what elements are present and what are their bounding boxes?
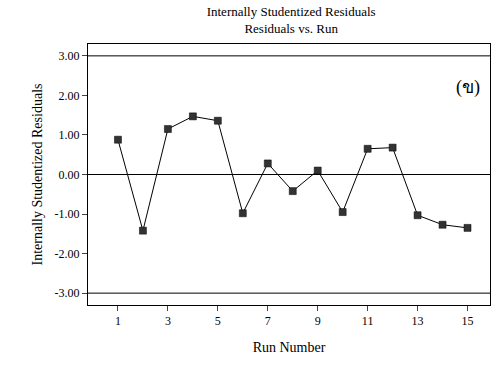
svg-text:2.00: 2.00 xyxy=(59,89,80,103)
svg-text:15: 15 xyxy=(462,314,474,328)
svg-text:1.00: 1.00 xyxy=(59,128,80,142)
svg-text:Internally Studentized Residua: Internally Studentized Residuals xyxy=(30,84,45,266)
svg-text:7: 7 xyxy=(265,314,271,328)
svg-text:-1.00: -1.00 xyxy=(55,207,80,221)
svg-text:11: 11 xyxy=(362,314,374,328)
svg-text:13: 13 xyxy=(412,314,424,328)
svg-text:1: 1 xyxy=(115,314,121,328)
svg-text:Internally Studentized Residua: Internally Studentized ResidualsResidual… xyxy=(207,4,376,36)
svg-text:5: 5 xyxy=(215,314,221,328)
svg-text:-3.00: -3.00 xyxy=(55,286,80,300)
svg-text:3: 3 xyxy=(165,314,171,328)
svg-text:3.00: 3.00 xyxy=(59,49,80,63)
svg-text:(ข): (ข) xyxy=(456,77,480,98)
svg-text:Run Number: Run Number xyxy=(253,340,326,355)
svg-text:9: 9 xyxy=(315,314,321,328)
svg-text:-2.00: -2.00 xyxy=(55,247,80,261)
svg-text:0.00: 0.00 xyxy=(59,168,80,182)
